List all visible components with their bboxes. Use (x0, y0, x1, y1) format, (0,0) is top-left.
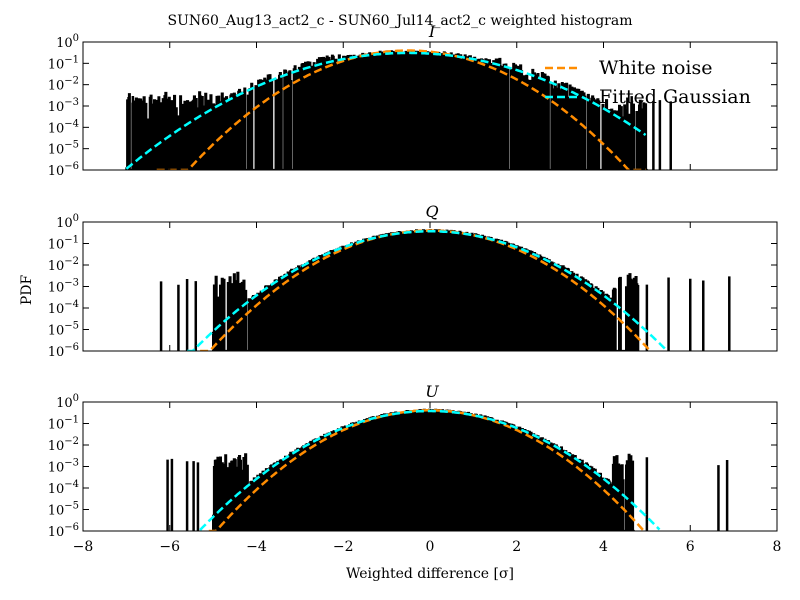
curve-fitted-gaussian-I (125, 51, 647, 170)
y-tick-label-I--1: 10−1 (48, 54, 79, 72)
x-tick-label-5: 2 (512, 539, 521, 555)
panel-title-Q: Q (425, 202, 438, 221)
y-tick-label-U-0: 100 (56, 393, 79, 411)
y-tick-label-I--5: 10−5 (48, 140, 79, 158)
y-tick-label-I--6: 10−6 (48, 161, 79, 179)
y-tick-label-Q--1: 10−1 (48, 235, 79, 253)
y-tick-label-Q--4: 10−4 (48, 299, 79, 317)
legend-label-0: White noise (599, 57, 713, 79)
y-tick-label-Q--6: 10−6 (48, 342, 79, 360)
histogram-U (212, 408, 635, 531)
x-tick-label-2: −4 (246, 539, 267, 555)
figure-title: SUN60_Aug13_act2_c - SUN60_Jul14_act2_c … (168, 13, 633, 29)
curve-fitted-gaussian-U (199, 409, 661, 531)
y-tick-label-U--4: 10−4 (48, 479, 79, 497)
curve-white-noise-Q (200, 229, 652, 351)
curve-white-noise-U (208, 409, 646, 531)
x-tick-label-7: 6 (686, 539, 695, 555)
panels: 10−6 10−5 10−4 10−3 10−2 10−1 100 I 10−6 10−5 10−4… (48, 22, 782, 555)
y-tick-label-I--4: 10−4 (48, 118, 79, 136)
x-tick-label-3: −2 (333, 539, 354, 555)
x-axis-label: Weighted difference [σ] (346, 566, 514, 582)
legend-label-1: Fitted Gaussian (599, 86, 751, 108)
y-tick-label-I-0: 100 (56, 33, 79, 51)
panel-title-I: I (428, 22, 436, 41)
curve-fitted-gaussian-Q (187, 230, 669, 351)
y-tick-label-Q--2: 10−2 (48, 256, 79, 274)
y-tick-label-I--3: 10−3 (48, 97, 79, 115)
panel-I: 10−6 10−5 10−4 10−3 10−2 10−1 100 I (48, 22, 778, 179)
y-tick-label-U--3: 10−3 (48, 458, 79, 476)
panel-U: −8 −6 −4 −2 0 2 4 6 8 10−6 10−5 10−4 10−3 10−2 10−1 100… (48, 382, 782, 555)
y-tick-label-Q--5: 10−5 (48, 321, 79, 339)
plot-area-U (166, 408, 729, 531)
x-tick-label-8: 8 (773, 539, 782, 555)
y-tick-label-U--2: 10−2 (48, 436, 79, 454)
histogram-Q (212, 229, 640, 351)
y-tick-label-I--2: 10−2 (48, 76, 79, 94)
curve-white-noise-I (156, 49, 646, 170)
y-tick-label-U--5: 10−5 (48, 501, 79, 519)
y-tick-label-U--1: 10−1 (48, 415, 79, 433)
x-tick-label-6: 4 (599, 539, 608, 555)
x-tick-label-4: 0 (426, 539, 435, 555)
y-axis-label: PDF (19, 275, 35, 306)
y-tick-label-Q-0: 100 (56, 213, 79, 231)
y-tick-label-U--6: 10−6 (48, 522, 79, 540)
panel-Q: 10−6 10−5 10−4 10−3 10−2 10−1 100 Q (48, 202, 778, 360)
panel-title-U: U (425, 382, 439, 401)
x-tick-label-1: −6 (159, 539, 180, 555)
plot-area-I (125, 49, 672, 170)
plot-area-Q (159, 229, 731, 351)
legend: White noise Fitted Gaussian (545, 57, 751, 108)
x-tick-label-0: −8 (73, 539, 94, 555)
y-tick-label-Q--3: 10−3 (48, 278, 79, 296)
